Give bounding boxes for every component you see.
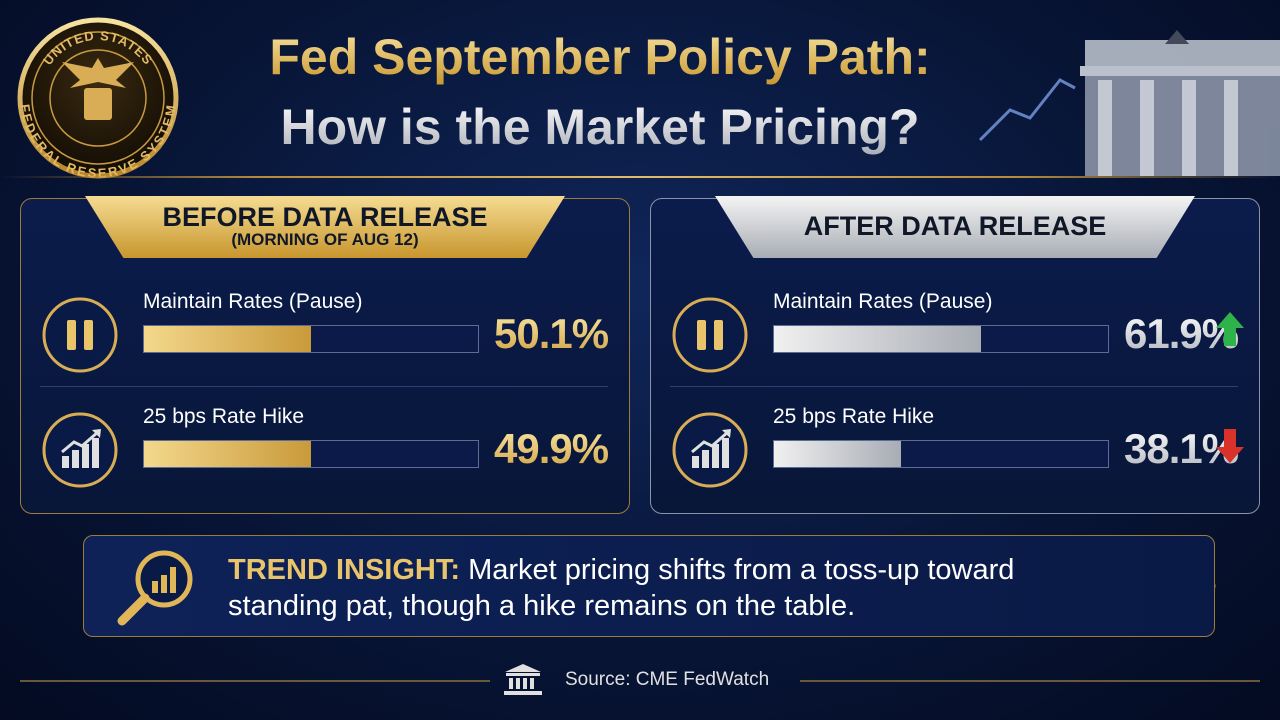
ribbon: BEFORE DATA RELEASE (MORNING OF AUG 12) bbox=[85, 196, 565, 258]
option-icon bbox=[42, 297, 118, 373]
separator bbox=[40, 386, 608, 387]
separator bbox=[670, 386, 1238, 387]
trend-arrow bbox=[1216, 429, 1244, 463]
insight-icon bbox=[117, 550, 193, 626]
title-line-1: Fed September Policy Path: bbox=[180, 28, 1020, 86]
panel-title: AFTER DATA RELEASE bbox=[803, 211, 1107, 241]
panel-subtitle: (MORNING OF AUG 12) bbox=[231, 230, 419, 249]
option-icon bbox=[672, 412, 748, 488]
insight-label: TREND INSIGHT: bbox=[228, 554, 460, 586]
divider bbox=[0, 176, 1280, 178]
option-value: 61.9% bbox=[1124, 310, 1239, 357]
ribbon: AFTER DATA RELEASE bbox=[715, 196, 1195, 258]
option-value: 50.1% bbox=[494, 310, 609, 357]
bar-track bbox=[773, 440, 1109, 468]
option-label: Maintain Rates (Pause) bbox=[143, 290, 363, 313]
option-icon bbox=[42, 412, 118, 488]
insight-body: Market pricing shifts from a toss-up tow… bbox=[228, 554, 1015, 622]
option-label: 25 bps Rate Hike bbox=[773, 405, 935, 428]
bar-track bbox=[143, 325, 479, 353]
option-icon bbox=[672, 297, 748, 373]
insight-box bbox=[83, 535, 1215, 637]
bar bbox=[144, 326, 312, 352]
insight-text: TREND INSIGHT: Market pricing shifts fro… bbox=[228, 552, 1108, 624]
title-line-2: How is the Market Pricing? bbox=[180, 98, 1020, 156]
bar-track bbox=[773, 325, 1109, 353]
bar bbox=[144, 441, 311, 467]
bar bbox=[774, 326, 981, 352]
panel-title: BEFORE DATA RELEASE bbox=[162, 202, 488, 232]
option-label: 25 bps Rate Hike bbox=[143, 405, 305, 428]
option-label: Maintain Rates (Pause) bbox=[773, 290, 993, 313]
bar bbox=[774, 441, 902, 467]
source: Source: CME FedWatch bbox=[565, 669, 770, 690]
trend-arrow bbox=[1216, 312, 1244, 346]
option-value: 49.9% bbox=[494, 425, 609, 472]
bar-track bbox=[143, 440, 479, 468]
